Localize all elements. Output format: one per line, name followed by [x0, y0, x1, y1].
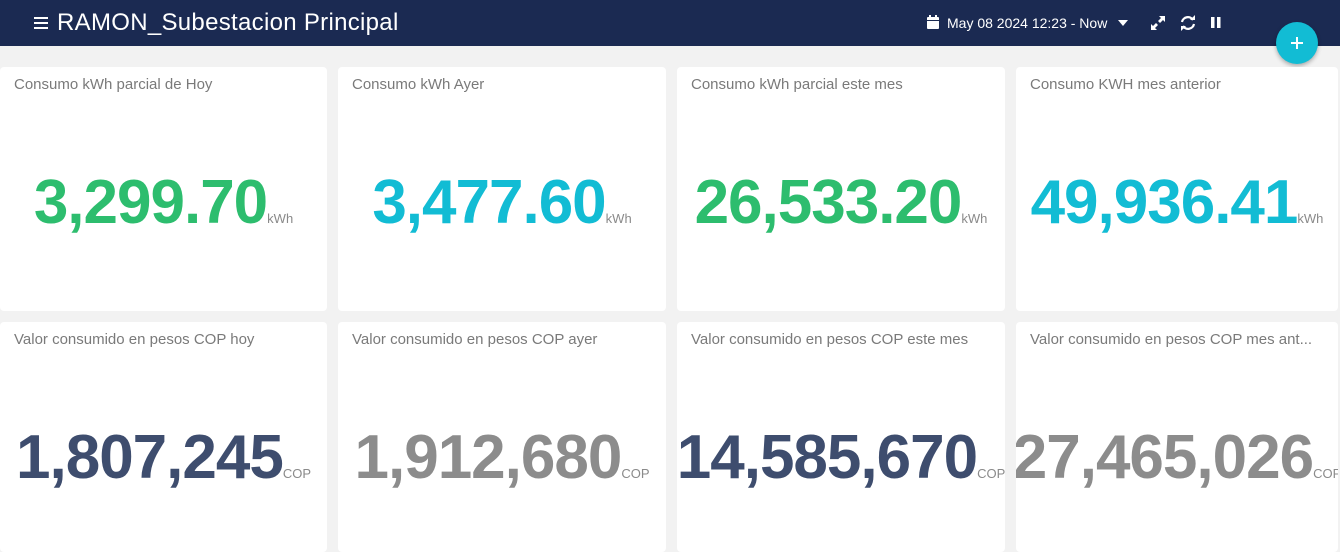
tile-unit: COP [282, 466, 311, 481]
tile-title: Consumo KWH mes anterior [1030, 76, 1221, 93]
pause-icon[interactable] [1210, 16, 1222, 30]
tile-body: 3,299.70 kWh [0, 167, 327, 238]
caret-icon[interactable] [1117, 19, 1129, 27]
tile: Consumo kWh parcial este mes 26,533.20 kWh [677, 67, 1005, 311]
tile-unit: kWh [605, 211, 632, 226]
tile: Consumo kWh Ayer 3,477.60 kWh [338, 67, 666, 311]
tile-body: 14,585,670 COP [677, 422, 1005, 493]
plus-icon [1291, 37, 1303, 49]
tile-unit: kWh [267, 211, 294, 226]
tile: Valor consumido en pesos COP este mes 14,… [677, 322, 1005, 552]
tile-value: 27,465,026 [1016, 423, 1314, 492]
tile-unit: COP [621, 466, 650, 481]
tile-title: Valor consumido en pesos COP ayer [352, 331, 598, 348]
tile-title: Consumo kWh Ayer [352, 76, 485, 93]
tile: Valor consumido en pesos COP hoy 1,807,24… [0, 322, 327, 552]
fullscreen-icon[interactable] [1150, 15, 1166, 31]
tile-title: Valor consumido en pesos COP este mes [691, 331, 969, 348]
tile-unit: COP [977, 466, 1005, 481]
tile-unit: kWh [961, 211, 988, 226]
tile-title: Consumo kWh parcial este mes [691, 76, 903, 93]
tile: Valor consumido en pesos COP ayer 1,912,6… [338, 322, 666, 552]
tile-body: 27,465,026 COP [1016, 422, 1338, 493]
tile-body: 1,912,680 COP [338, 422, 666, 493]
tile-value: 3,477.60 [372, 168, 606, 237]
menu-icon[interactable] [33, 15, 49, 31]
time-range[interactable]: May 08 2024 12:23 - Now [947, 15, 1108, 31]
tile-unit: COP [1313, 466, 1338, 481]
tile-title: Valor consumido en pesos COP hoy [14, 331, 255, 348]
tile-value: 1,912,680 [354, 423, 623, 492]
header: RAMON_Subestacion Principal May 08 2024 … [0, 0, 1340, 46]
dashboard-title: RAMON_Subestacion Principal [57, 9, 399, 36]
tile-value: 14,585,670 [677, 423, 978, 492]
tile-value: 26,533.20 [694, 168, 963, 237]
tile-value: 49,936.41 [1030, 168, 1299, 237]
tile-body: 1,807,245 COP [0, 422, 327, 493]
calendar-icon [927, 15, 939, 29]
tile-body: 26,533.20 kWh [677, 167, 1005, 238]
tile-value: 3,299.70 [33, 168, 268, 237]
tile: Valor consumido en pesos COP mes ant... 2… [1016, 322, 1338, 552]
tile-title: Consumo kWh parcial de Hoy [14, 76, 213, 93]
tile-body: 3,477.60 kWh [338, 167, 666, 238]
tile: Consumo KWH mes anterior 49,936.41 kWh [1016, 67, 1338, 311]
refresh-icon[interactable] [1180, 15, 1196, 31]
tile-value: 1,807,245 [16, 423, 284, 492]
tile-unit: kWh [1297, 211, 1324, 226]
tile: Consumo kWh parcial de Hoy 3,299.70 kWh [0, 67, 327, 311]
add-button[interactable] [1276, 22, 1318, 64]
tile-body: 49,936.41 kWh [1016, 167, 1338, 238]
tile-title: Valor consumido en pesos COP mes ant... [1030, 331, 1313, 348]
